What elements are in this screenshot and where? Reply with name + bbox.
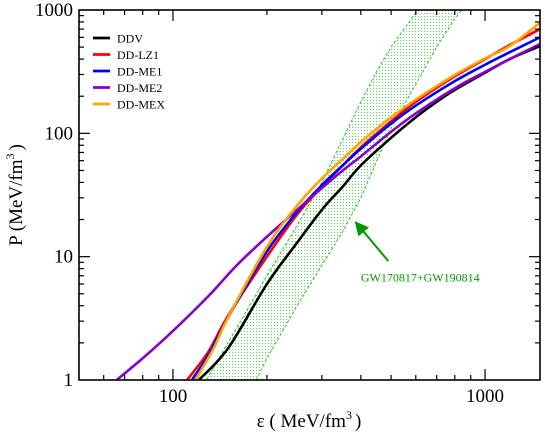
series-layer [115, 21, 540, 380]
legend-label-ddv: DDV [117, 32, 143, 46]
annotation-label: GW170817+GW190814 [361, 270, 480, 284]
legend-label-dd-me2: DD-ME2 [117, 81, 162, 95]
legend-label-dd-me1: DD-ME1 [117, 65, 162, 79]
y-axis-label: P (MeV/fm3) [3, 144, 27, 246]
series-line-dd-mex [194, 21, 540, 380]
annotation-arrow [354, 221, 390, 262]
legend: DDV DD-LZ1 DD-ME1 DD-ME2 DD-MEX [93, 32, 165, 112]
x-tick-label: 1000 [466, 386, 504, 407]
series-line-dd-me2 [115, 42, 540, 380]
y-tick-label: 10 [54, 247, 73, 268]
legend-label-dd-lz1: DD-LZ1 [117, 48, 159, 62]
ticks-layer: 100 1000 1 10 100 1000 [35, 0, 540, 407]
y-tick-label: 1 [64, 370, 74, 391]
x-axis-label: ε ( MeV/fm3) [257, 408, 362, 432]
y-tick-label: 1000 [35, 0, 73, 21]
legend-label-dd-mex: DD-MEX [117, 98, 165, 112]
x-tick-label: 100 [159, 386, 188, 407]
y-tick-label: 100 [45, 123, 74, 144]
plot-frame [78, 9, 541, 381]
annotation: GW170817+GW190814 [354, 221, 480, 284]
